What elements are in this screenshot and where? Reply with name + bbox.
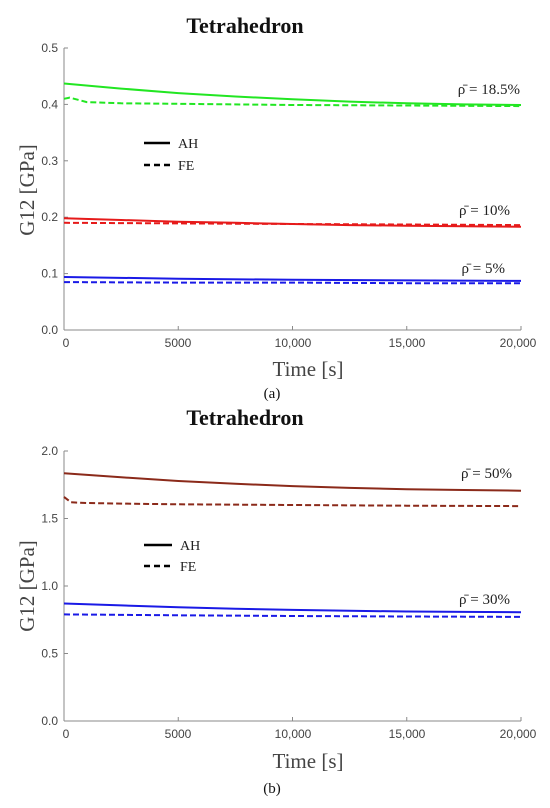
chart-a: Tetrahedron 0.0 0.1 0.2 0.3 0.4 0.5 0 50… <box>15 13 537 402</box>
x-tick-label: 10,000 <box>275 727 312 741</box>
chart-a-y-axis-label: G12 [GPa] <box>15 144 39 236</box>
chart-a-series <box>63 82 522 285</box>
series-line-fe-10 <box>63 221 522 227</box>
y-tick-label: 0.4 <box>41 97 58 111</box>
y-tick-label: 0.0 <box>41 714 58 728</box>
chart-a-legend: AH FE <box>144 137 198 174</box>
x-tick-label: 0 <box>63 336 70 350</box>
chart-b-series <box>63 472 522 618</box>
chart-b-y-axis-label: G12 [GPa] <box>15 540 39 632</box>
series-line-fe-18-5 <box>63 96 522 108</box>
x-tick-label: 5000 <box>165 727 192 741</box>
x-tick-label: 0 <box>63 727 70 741</box>
chart-a-annotation-18-5: ρ̄ = 18.5% <box>458 82 520 98</box>
chart-a-x-axis-label: Time [s] <box>273 357 344 381</box>
chart-b-annotation-50: ρ̄ = 50% <box>461 466 512 482</box>
y-tick-label: 0.0 <box>41 323 58 337</box>
chart-a-x-ticks: 0 5000 10,000 15,000 20,000 <box>63 326 537 350</box>
chart-a-y-ticks: 0.0 0.1 0.2 0.3 0.4 0.5 <box>41 41 68 337</box>
y-tick-label: 0.5 <box>41 647 58 661</box>
x-tick-label: 20,000 <box>500 336 537 350</box>
series-line-ah-18-5 <box>63 82 522 106</box>
series-line-ah-5 <box>63 276 522 282</box>
y-tick-label: 1.0 <box>41 579 58 593</box>
chart-b-annotation-30: ρ̄ = 30% <box>459 592 510 608</box>
y-tick-label: 0.3 <box>41 154 58 168</box>
chart-a-annotation-5: ρ̄ = 5% <box>462 261 505 277</box>
y-tick-label: 0.5 <box>41 41 58 55</box>
y-tick-label: 0.2 <box>41 210 58 224</box>
series-line-ah-30 <box>63 602 522 614</box>
legend-label-fe: FE <box>180 560 196 575</box>
y-tick-label: 2.0 <box>41 444 58 458</box>
series-line-fe-50 <box>63 496 522 508</box>
y-tick-label: 1.5 <box>41 512 58 526</box>
chart-a-panel-label: (a) <box>264 386 281 402</box>
chart-b: Tetrahedron 0.0 0.5 1.0 1.5 2.0 0 5000 1… <box>15 405 537 797</box>
series-line-ah-50 <box>63 472 522 492</box>
x-tick-label: 10,000 <box>275 336 312 350</box>
chart-b-plot-background <box>64 451 521 721</box>
y-tick-label: 0.1 <box>41 267 58 281</box>
legend-label-fe: FE <box>178 159 194 174</box>
x-tick-label: 5000 <box>165 336 192 350</box>
series-line-fe-30 <box>63 613 522 618</box>
chart-b-x-axis-label: Time [s] <box>273 749 344 773</box>
chart-a-title: Tetrahedron <box>186 13 303 38</box>
legend-label-ah: AH <box>178 137 198 152</box>
x-tick-label: 15,000 <box>389 727 426 741</box>
chart-b-x-ticks: 0 5000 10,000 15,000 20,000 <box>63 717 537 741</box>
series-line-fe-5 <box>63 281 521 285</box>
chart-b-legend: AH FE <box>144 539 200 575</box>
x-tick-label: 15,000 <box>389 336 426 350</box>
x-tick-label: 20,000 <box>500 727 537 741</box>
chart-b-title: Tetrahedron <box>186 405 303 430</box>
chart-b-panel-label: (b) <box>263 781 281 797</box>
chart-a-annotation-10: ρ̄ = 10% <box>459 203 510 219</box>
legend-label-ah: AH <box>180 539 200 554</box>
chart-b-y-ticks: 0.0 0.5 1.0 1.5 2.0 <box>41 444 68 728</box>
